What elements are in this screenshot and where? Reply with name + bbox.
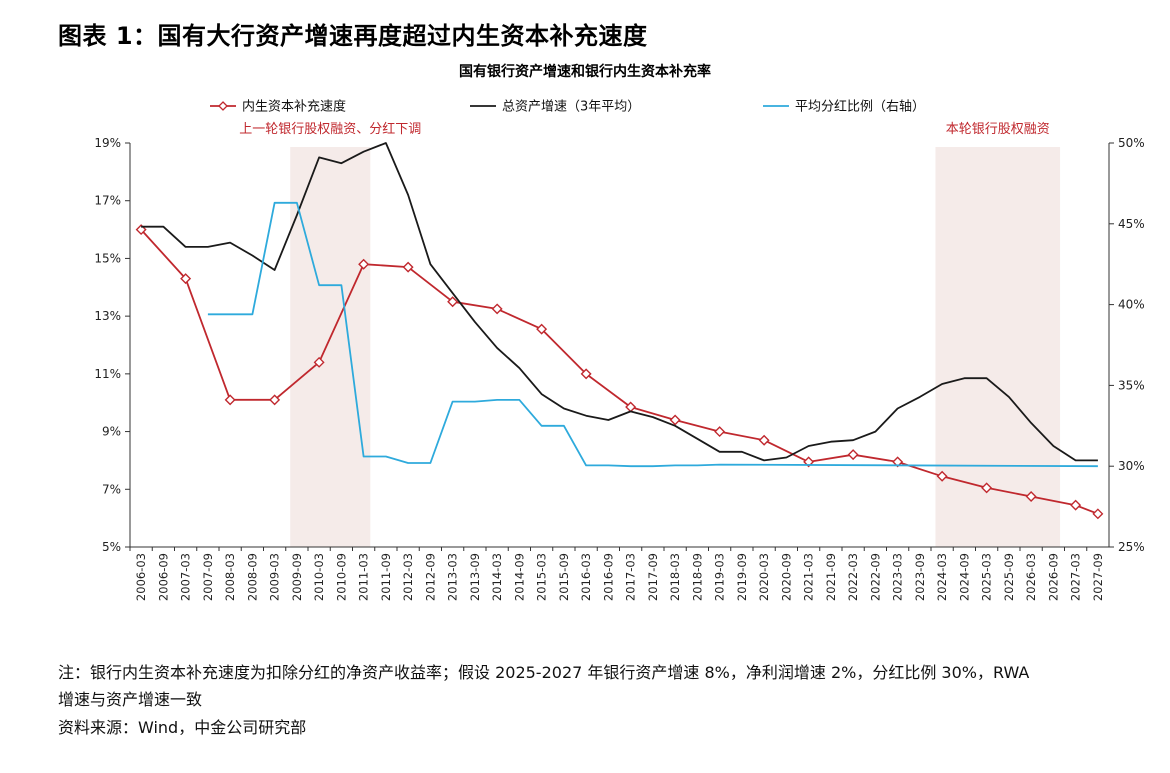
x-axis-tick-label: 2018-09	[690, 553, 704, 601]
shaded-region-label-2: 本轮银行股权融资	[946, 121, 1050, 137]
left-axis-tick-label: 13%	[94, 309, 121, 323]
legend-label-1: 内生资本补充速度	[242, 99, 346, 115]
x-axis-tick-label: 2010-03	[312, 553, 326, 601]
data-point	[269, 394, 281, 406]
data-point	[669, 414, 681, 426]
x-axis-tick-label: 2016-03	[579, 553, 593, 601]
x-axis-tick-label: 2027-03	[1069, 553, 1083, 601]
x-axis-tick-label: 2021-03	[802, 553, 816, 601]
data-point	[936, 470, 948, 482]
x-axis-tick-label: 2010-09	[334, 553, 348, 601]
x-axis-tick-label: 2016-09	[601, 553, 615, 601]
left-axis-tick-label: 15%	[94, 251, 121, 265]
left-axis-tick-label: 5%	[102, 540, 121, 554]
data-point	[1070, 499, 1082, 511]
x-axis-tick-label: 2021-09	[824, 553, 838, 601]
right-axis-tick-label: 35%	[1118, 378, 1145, 392]
x-axis-tick-label: 2027-09	[1091, 553, 1105, 601]
x-axis-tick-label: 2025-09	[1002, 553, 1016, 601]
shaded-region-label-1: 上一轮银行股权融资、分红下调	[239, 121, 421, 137]
data-point	[491, 303, 503, 315]
figure-title: 图表 1：国有大行资产增速再度超过内生资本补充速度	[58, 22, 648, 50]
x-axis-tick-label: 2014-09	[512, 553, 526, 601]
series-line-3	[207, 201, 1098, 468]
x-axis-tick-label: 2017-09	[646, 553, 660, 601]
x-axis-tick-label: 2023-09	[913, 553, 927, 601]
x-axis-tick-label: 2012-09	[423, 553, 437, 601]
data-point	[447, 296, 459, 308]
legend-marker	[218, 101, 228, 111]
x-axis-tick-label: 2009-03	[268, 553, 282, 601]
left-axis-tick-label: 17%	[94, 194, 121, 208]
right-axis-tick-label: 25%	[1118, 540, 1145, 554]
data-point	[402, 261, 414, 273]
data-point	[358, 258, 370, 270]
data-point	[580, 368, 592, 380]
x-axis-tick-label: 2006-09	[156, 553, 170, 601]
axes: 5% 7% 9% 11% 13% 15% 17% 19% 25% 30% 35% 40% 45% 50% 2…	[94, 136, 1144, 601]
data-point	[758, 434, 770, 446]
x-axis-tick-label: 2025-03	[980, 553, 994, 601]
right-axis-tick-label: 50%	[1118, 136, 1145, 150]
x-axis-tick-label: 2007-03	[179, 553, 193, 601]
x-axis-tick-label: 2018-03	[668, 553, 682, 601]
x-axis-tick-label: 2008-03	[223, 553, 237, 601]
footnote-line-1: 注：银行内生资本补充速度为扣除分红的净资产收益率；假设 2025-2027 年银…	[58, 663, 1030, 682]
legend-label-3: 平均分红比例（右轴）	[795, 99, 925, 115]
x-axis-tick-label: 2012-03	[401, 553, 415, 601]
x-axis-tick-label: 2019-09	[735, 553, 749, 601]
left-axis-tick-label: 11%	[94, 367, 121, 381]
x-axis-tick-label: 2015-03	[535, 553, 549, 601]
x-axis-tick-label: 2011-09	[379, 553, 393, 601]
x-axis-tick-label: 2013-09	[468, 553, 482, 601]
x-axis-tick-label: 2019-03	[713, 553, 727, 601]
x-axis-tick-label: 2014-03	[490, 553, 504, 601]
x-axis-tick-label: 2008-09	[245, 553, 259, 601]
x-axis-tick-label: 2017-03	[624, 553, 638, 601]
legend-label-2: 总资产增速（3年平均）	[502, 100, 640, 115]
data-point	[224, 394, 236, 406]
right-axis-tick-label: 40%	[1118, 298, 1145, 312]
shaded-region-1	[290, 147, 371, 547]
series-line-2	[141, 142, 1098, 462]
source-note: 资料来源：Wind，中金公司研究部	[58, 718, 307, 737]
data-point	[180, 273, 192, 285]
x-axis-tick-label: 2015-09	[557, 553, 571, 601]
data-point	[847, 449, 859, 461]
chart-title: 国有银行资产增速和银行内生资本补充率	[459, 63, 711, 80]
x-axis-tick-label: 2023-03	[891, 553, 905, 601]
data-point	[981, 482, 993, 494]
x-axis-tick-label: 2020-03	[757, 553, 771, 601]
x-axis-tick-label: 2020-09	[779, 553, 793, 601]
left-axis-tick-label: 9%	[102, 425, 121, 439]
right-axis-tick-label: 45%	[1118, 217, 1145, 231]
right-axis-tick-label: 30%	[1118, 459, 1145, 473]
x-axis-tick-label: 2026-09	[1046, 553, 1060, 601]
x-axis-tick-label: 2022-09	[868, 553, 882, 601]
x-axis-tick-label: 2007-09	[201, 553, 215, 601]
left-axis-tick-label: 7%	[102, 482, 121, 496]
data-point	[892, 456, 904, 468]
left-axis-tick-label: 19%	[94, 136, 121, 150]
x-axis-tick-label: 2013-03	[446, 553, 460, 601]
x-axis-tick-label: 2024-09	[957, 553, 971, 601]
data-point	[313, 356, 325, 368]
data-point	[1025, 491, 1037, 502]
series	[135, 142, 1104, 520]
x-axis-tick-label: 2026-03	[1024, 553, 1038, 601]
shaded-regions: 上一轮银行股权融资、分红下调 本轮银行股权融资	[239, 121, 1061, 547]
x-axis-tick-label: 2022-03	[846, 553, 860, 601]
legend: 内生资本补充速度 总资产增速（3年平均） 平均分红比例（右轴）	[210, 99, 925, 115]
data-point	[1092, 508, 1104, 520]
footnote-line-2: 增速与资产增速一致	[58, 690, 203, 709]
data-point	[536, 323, 548, 335]
chart: 上一轮银行股权融资、分红下调 本轮银行股权融资 国有银行资产增速和银行内生资本补充…	[94, 63, 1144, 601]
shaded-region-2	[935, 147, 1061, 547]
data-point	[714, 426, 726, 438]
x-axis-tick-label: 2006-03	[134, 553, 148, 601]
x-axis-tick-label: 2024-03	[935, 553, 949, 601]
x-axis-tick-label: 2009-09	[290, 553, 304, 601]
x-axis-tick-label: 2011-03	[357, 553, 371, 601]
